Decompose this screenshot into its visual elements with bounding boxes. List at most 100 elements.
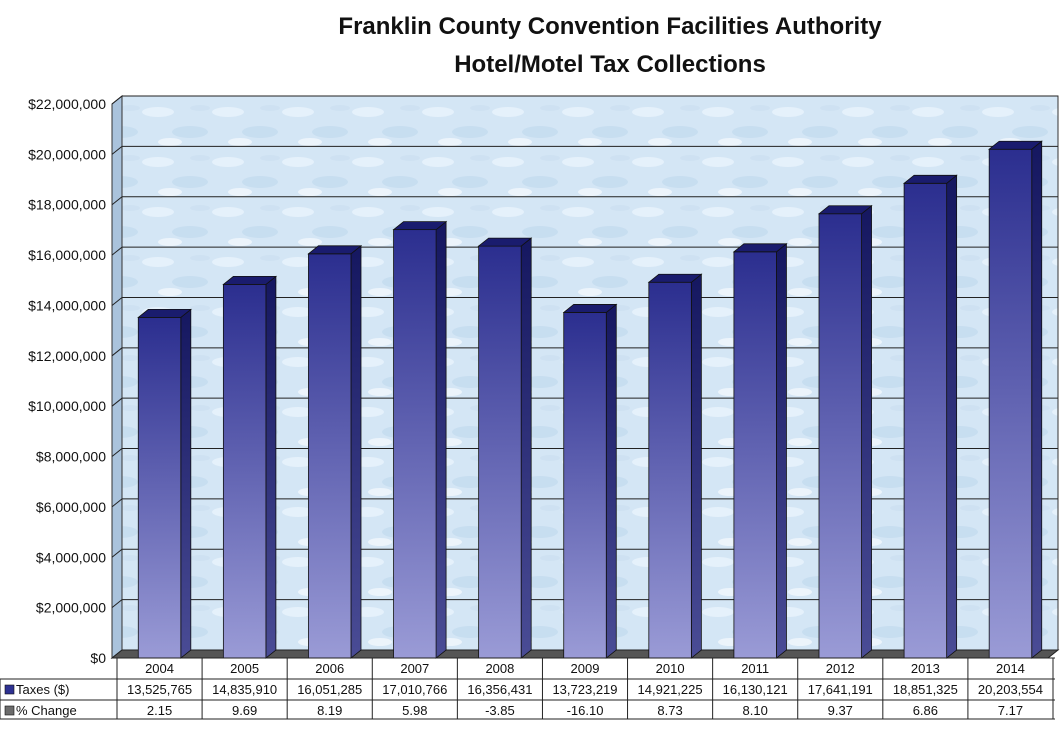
gridline-wall — [111, 297, 123, 306]
bar-front — [308, 253, 352, 659]
bar-2010 — [647, 273, 703, 659]
bar-2007 — [392, 220, 448, 659]
chart-title: Franklin County Convention Facilities Au… — [338, 13, 882, 40]
bar-front — [903, 182, 948, 659]
bar-side — [350, 244, 362, 659]
gridline-wall — [111, 196, 123, 206]
x-tick-label: 2004 — [145, 661, 174, 676]
data-label: 7.17 — [998, 703, 1023, 718]
bar-side — [180, 308, 192, 659]
gridline-wall — [111, 397, 123, 407]
data-label: -16.10 — [567, 703, 604, 718]
legend-swatch — [4, 705, 15, 716]
data-label: 16,356,431 — [467, 682, 532, 697]
data-label: -3.85 — [485, 703, 515, 718]
x-tick-label: 2012 — [826, 661, 855, 676]
bar-2004 — [137, 308, 192, 659]
data-label: 16,130,121 — [723, 682, 788, 697]
bar-top — [392, 221, 448, 231]
data-label: 5.98 — [402, 703, 427, 718]
data-label: 2.15 — [147, 703, 172, 718]
bar-side — [265, 275, 277, 659]
data-label: 13,525,765 — [127, 682, 192, 697]
bar-top — [307, 245, 363, 255]
data-label: 8.73 — [657, 703, 682, 718]
x-tick-label: 2006 — [315, 661, 344, 676]
bar-top — [817, 205, 873, 215]
bar-2014 — [988, 140, 1043, 659]
data-label: 9.37 — [828, 703, 853, 718]
gridline-wall — [111, 498, 123, 508]
gridline-wall — [111, 347, 123, 357]
chart-subtitle: Hotel/Motel Tax Collections — [454, 51, 766, 78]
data-label: 8.10 — [743, 703, 768, 718]
bar-side — [605, 303, 617, 659]
bar-front — [222, 284, 267, 659]
bar-top — [477, 237, 533, 247]
gridline-wall — [111, 95, 123, 105]
data-label: 17,010,766 — [382, 682, 447, 697]
x-tick-label: 2013 — [911, 661, 940, 676]
bar-2009 — [562, 303, 618, 659]
y-tick-label: $18,000,000 — [28, 197, 106, 213]
bar-top — [647, 273, 703, 283]
y-tick-label: $12,000,000 — [28, 348, 106, 364]
bar-side — [435, 220, 447, 659]
data-label: 20,203,554 — [978, 682, 1043, 697]
x-tick-label: 2011 — [741, 661, 769, 676]
bar-top — [988, 140, 1043, 150]
bar-2013 — [902, 174, 958, 659]
gridline-wall — [111, 548, 123, 558]
gridline-wall — [111, 246, 123, 256]
y-tick-label: $6,000,000 — [36, 499, 106, 515]
bar-top — [562, 304, 618, 313]
bar-front — [733, 251, 777, 659]
bar-side — [776, 242, 787, 659]
bar-front — [818, 213, 862, 659]
gridline-wall — [111, 145, 123, 155]
gridline-wall — [111, 599, 123, 609]
legend-swatch — [4, 684, 15, 695]
y-tick-label: $16,000,000 — [28, 247, 106, 263]
bar-side — [946, 174, 958, 659]
bar-front — [563, 312, 607, 659]
bar-side — [520, 237, 532, 659]
data-label: 6.86 — [913, 703, 938, 718]
bar-front — [988, 148, 1033, 659]
bar-front — [393, 229, 437, 659]
bar-2011 — [732, 242, 788, 659]
x-tick-label: 2008 — [485, 661, 514, 676]
legend-label: Taxes ($) — [16, 682, 69, 697]
data-label: 17,641,191 — [808, 682, 873, 697]
bar-front — [137, 316, 182, 659]
x-tick-label: 2009 — [571, 661, 600, 676]
data-label: 9.69 — [232, 703, 257, 718]
data-label: 18,851,325 — [893, 682, 958, 697]
data-label: 16,051,285 — [297, 682, 362, 697]
y-tick-label: $10,000,000 — [28, 398, 106, 414]
bar-side — [1031, 140, 1043, 659]
y-tick-label: $8,000,000 — [36, 449, 106, 465]
data-label: 14,835,910 — [212, 682, 277, 697]
y-tick-label: $22,000,000 — [28, 96, 106, 112]
bar-2012 — [817, 204, 873, 659]
x-tick-label: 2005 — [230, 661, 259, 676]
bar-top — [222, 276, 278, 285]
bar-top — [902, 174, 958, 184]
bar-front — [648, 281, 692, 659]
legend-label: % Change — [16, 703, 77, 718]
bar-side — [690, 273, 702, 659]
y-tick-label: $20,000,000 — [28, 146, 106, 162]
bar-top — [732, 243, 788, 253]
gridline-wall — [111, 448, 123, 457]
x-tick-label: 2010 — [656, 661, 685, 676]
data-label: 14,921,225 — [638, 682, 703, 697]
y-tick-label: $0 — [90, 650, 106, 666]
bar-top — [137, 308, 192, 318]
x-tick-label: 2007 — [400, 661, 429, 676]
y-tick-label: $4,000,000 — [36, 549, 106, 565]
bar-front — [478, 245, 522, 659]
y-tick-label: $14,000,000 — [28, 297, 106, 313]
